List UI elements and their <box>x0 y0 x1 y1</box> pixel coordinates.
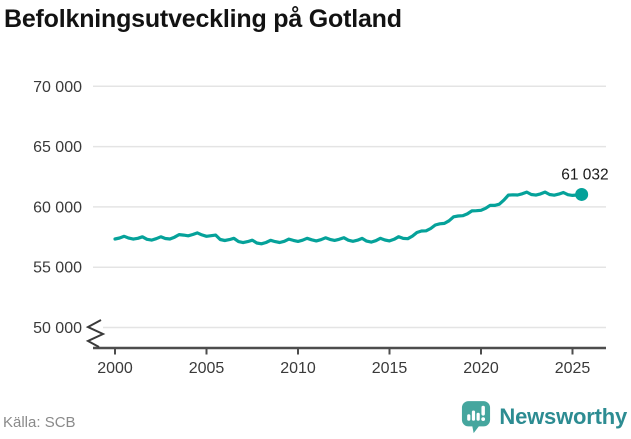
bar-tall <box>472 410 476 421</box>
y-tick-label: 60 000 <box>33 199 82 216</box>
axis-break-icon <box>85 319 106 348</box>
source-label: Källa: SCB <box>3 414 76 431</box>
x-tick-label: 2005 <box>189 360 225 377</box>
y-tick-label: 65 000 <box>33 139 82 156</box>
x-tick-label: 2010 <box>280 360 316 377</box>
x-tick-label: 2025 <box>555 360 591 377</box>
newsworthy-wordmark: Newsworthy <box>499 404 627 429</box>
y-tick-label: 70 000 <box>33 79 82 96</box>
exclamation-dot <box>481 417 486 421</box>
newsworthy-logo[interactable]: Newsworthy <box>461 400 627 434</box>
x-tick-label: 2020 <box>463 360 499 377</box>
y-tick-label: 50 000 <box>33 320 82 337</box>
exclamation-bar <box>481 405 486 416</box>
y-tick-label: 55 000 <box>33 260 82 277</box>
x-axis: 2000 2005 2010 2015 2020 2025 <box>93 346 606 377</box>
x-tick-label: 2015 <box>372 360 408 377</box>
y-axis-labels: 50 000 55 000 60 000 65 000 70 000 <box>33 79 82 337</box>
population-line <box>113 190 584 246</box>
end-value-label: 61 032 <box>561 166 608 183</box>
gridlines <box>93 85 606 329</box>
bar-medium <box>476 412 481 421</box>
bar-short <box>467 414 471 421</box>
x-tick-label: 2000 <box>97 360 133 377</box>
endpoint-marker <box>575 187 589 201</box>
newsworthy-bar-chart-bubble-icon <box>462 401 491 434</box>
chart-title: Befolkningsutveckling på Gotland <box>4 5 402 33</box>
bubble-shape <box>462 401 491 434</box>
